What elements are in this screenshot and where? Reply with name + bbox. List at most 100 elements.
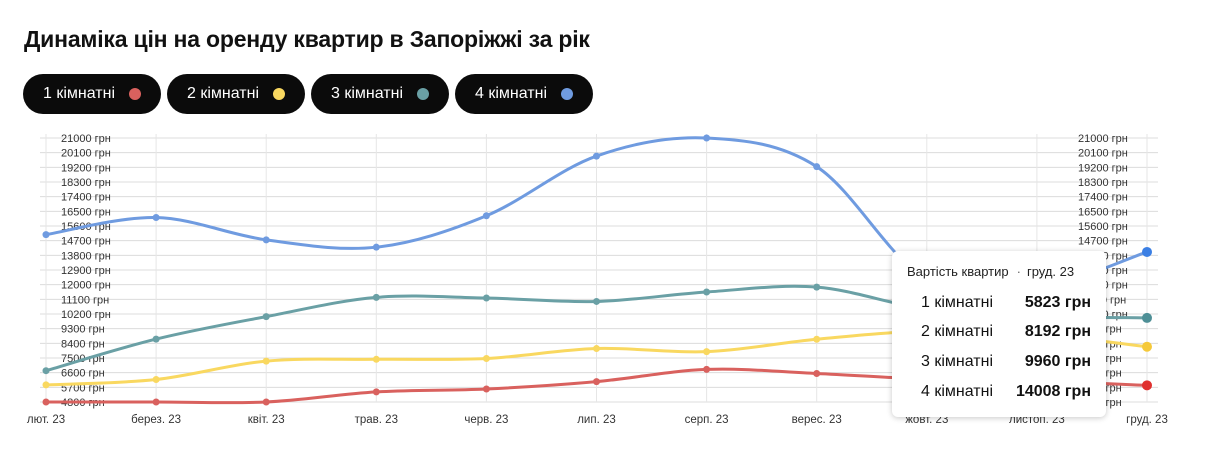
x-tick-label: лип. 23 [577, 414, 616, 426]
data-point[interactable] [482, 354, 490, 362]
chart-title: Динаміка цін на оренду квартир в Запоріж… [24, 26, 590, 52]
data-point[interactable] [703, 348, 711, 356]
data-point[interactable] [152, 214, 160, 222]
data-point[interactable] [372, 355, 380, 363]
data-point[interactable] [42, 398, 50, 406]
data-point[interactable] [1142, 246, 1152, 257]
legend-item-1-room[interactable]: 1 кімнатні [23, 74, 161, 114]
data-point[interactable] [593, 378, 600, 386]
y-tick-label-left: 19200 грн [61, 162, 111, 174]
data-point[interactable] [813, 163, 821, 171]
y-tick-label-left: 14700 грн [61, 236, 111, 248]
legend-item-2-room[interactable]: 2 кімнатні [167, 74, 305, 114]
legend-dot-1-room [129, 88, 141, 100]
data-point[interactable] [813, 335, 821, 343]
legend-label-4-room: 4 кімнатні [475, 85, 547, 102]
y-tick-label-left: 12000 грн [61, 280, 111, 292]
data-point[interactable] [372, 293, 380, 301]
data-point[interactable] [813, 369, 821, 377]
x-axis: лют. 23 берез. 23 квіт. 23 трав. 23 черв. 23… [27, 414, 1168, 426]
data-point[interactable] [482, 385, 490, 393]
x-tick-label: трав. 23 [355, 414, 398, 426]
y-tick-label-right: 21000 грн [1078, 133, 1128, 145]
tooltip-row-4-room: 4 кімнатні 14008 грн [892, 383, 1106, 403]
legend-dot-4-room [561, 88, 573, 100]
legend-label-2-room: 2 кімнатні [187, 85, 259, 102]
tooltip-value: 9960 грн [1024, 353, 1091, 370]
data-point[interactable] [593, 345, 600, 353]
y-tick-label-left: 16500 грн [61, 206, 111, 218]
y-tick-label-right: 17400 грн [1078, 192, 1128, 204]
y-tick-label-right: 19200 грн [1078, 162, 1128, 174]
tooltip-label: 1 кімнатні [921, 294, 993, 311]
y-tick-label-left: 8400 грн [61, 338, 105, 350]
y-tick-label-left: 18300 грн [61, 177, 111, 189]
tooltip-value: 14008 грн [1015, 383, 1091, 400]
legend-dot-2-room [273, 88, 285, 100]
tooltip-label: 4 кімнатні [921, 383, 993, 400]
data-point[interactable] [42, 231, 50, 239]
tooltip-label: 3 кімнатні [921, 353, 993, 370]
y-tick-label-left: 11100 грн [61, 294, 109, 306]
tooltip-value: 8192 грн [1024, 323, 1091, 340]
data-point[interactable] [42, 381, 50, 389]
data-point[interactable] [813, 283, 821, 291]
x-tick-label: берез. 23 [131, 414, 181, 426]
y-tick-label-left: 9300 грн [61, 324, 105, 336]
x-tick-label: груд. 23 [1126, 414, 1168, 426]
data-point[interactable] [593, 152, 600, 160]
data-point[interactable] [372, 388, 380, 396]
legend-label-1-room: 1 кімнатні [43, 85, 115, 102]
y-tick-label-right: 16500 грн [1078, 206, 1128, 218]
y-tick-label-right: 18300 грн [1078, 177, 1128, 189]
y-tick-label-left: 21000 грн [61, 133, 111, 145]
x-tick-label: лют. 23 [27, 414, 65, 426]
x-tick-label: жовт. 23 [905, 414, 948, 426]
y-tick-label-right: 15600 грн [1078, 221, 1128, 233]
data-point[interactable] [1142, 380, 1152, 391]
y-tick-label-left: 10200 грн [61, 309, 111, 321]
x-tick-label: верес. 23 [792, 414, 842, 426]
data-point[interactable] [262, 236, 270, 244]
x-tick-label: черв. 23 [464, 414, 508, 426]
data-point[interactable] [703, 365, 711, 373]
y-tick-label-left: 6600 грн [61, 368, 105, 380]
tooltip-row-3-room: 3 кімнатні 9960 грн [892, 353, 1106, 373]
data-point[interactable] [1142, 312, 1152, 323]
legend-label-3-room: 3 кімнатні [331, 85, 403, 102]
legend-item-3-room[interactable]: 3 кімнатні [311, 74, 449, 114]
data-point[interactable] [482, 212, 490, 220]
y-tick-label-left: 12900 грн [61, 265, 111, 277]
y-axis-left: 21000 грн 20100 грн 19200 грн 18300 грн 1740… [61, 133, 111, 409]
y-tick-label-right: 20100 грн [1078, 148, 1128, 160]
tooltip-title: Вартість квартир [907, 264, 1009, 279]
x-tick-label: серп. 23 [685, 414, 729, 426]
tooltip-header: Вартість квартир · груд. 23 [907, 264, 1074, 279]
tooltip-period: груд. 23 [1026, 264, 1075, 279]
tooltip-value: 5823 грн [1024, 294, 1091, 311]
data-point[interactable] [262, 357, 270, 365]
data-point[interactable] [482, 294, 490, 302]
data-point[interactable] [152, 398, 160, 406]
data-point[interactable] [42, 367, 50, 375]
legend: 1 кімнатні 2 кімнатні 3 кімнатні 4 кімна… [23, 74, 593, 114]
y-tick-label-left: 17400 грн [61, 192, 111, 204]
data-point[interactable] [703, 134, 711, 142]
y-tick-label-left: 13800 грн [61, 250, 111, 262]
data-point[interactable] [1142, 341, 1152, 352]
data-point[interactable] [152, 335, 160, 343]
tooltip-label: 2 кімнатні [921, 323, 993, 340]
legend-dot-3-room [417, 88, 429, 100]
data-point[interactable] [372, 243, 380, 251]
data-point[interactable] [262, 313, 270, 321]
data-point[interactable] [152, 376, 160, 384]
x-tick-label: листоп. 23 [1009, 414, 1065, 426]
tooltip-separator: · [1016, 264, 1021, 279]
data-point[interactable] [593, 297, 600, 305]
legend-item-4-room[interactable]: 4 кімнатні [455, 74, 593, 114]
y-tick-label-right: 14700 грн [1078, 236, 1128, 248]
tooltip: Вартість квартир · груд. 23 1 кімнатні 582… [892, 251, 1106, 417]
y-tick-label-left: 20100 грн [61, 148, 111, 160]
data-point[interactable] [262, 398, 270, 406]
data-point[interactable] [703, 288, 711, 296]
